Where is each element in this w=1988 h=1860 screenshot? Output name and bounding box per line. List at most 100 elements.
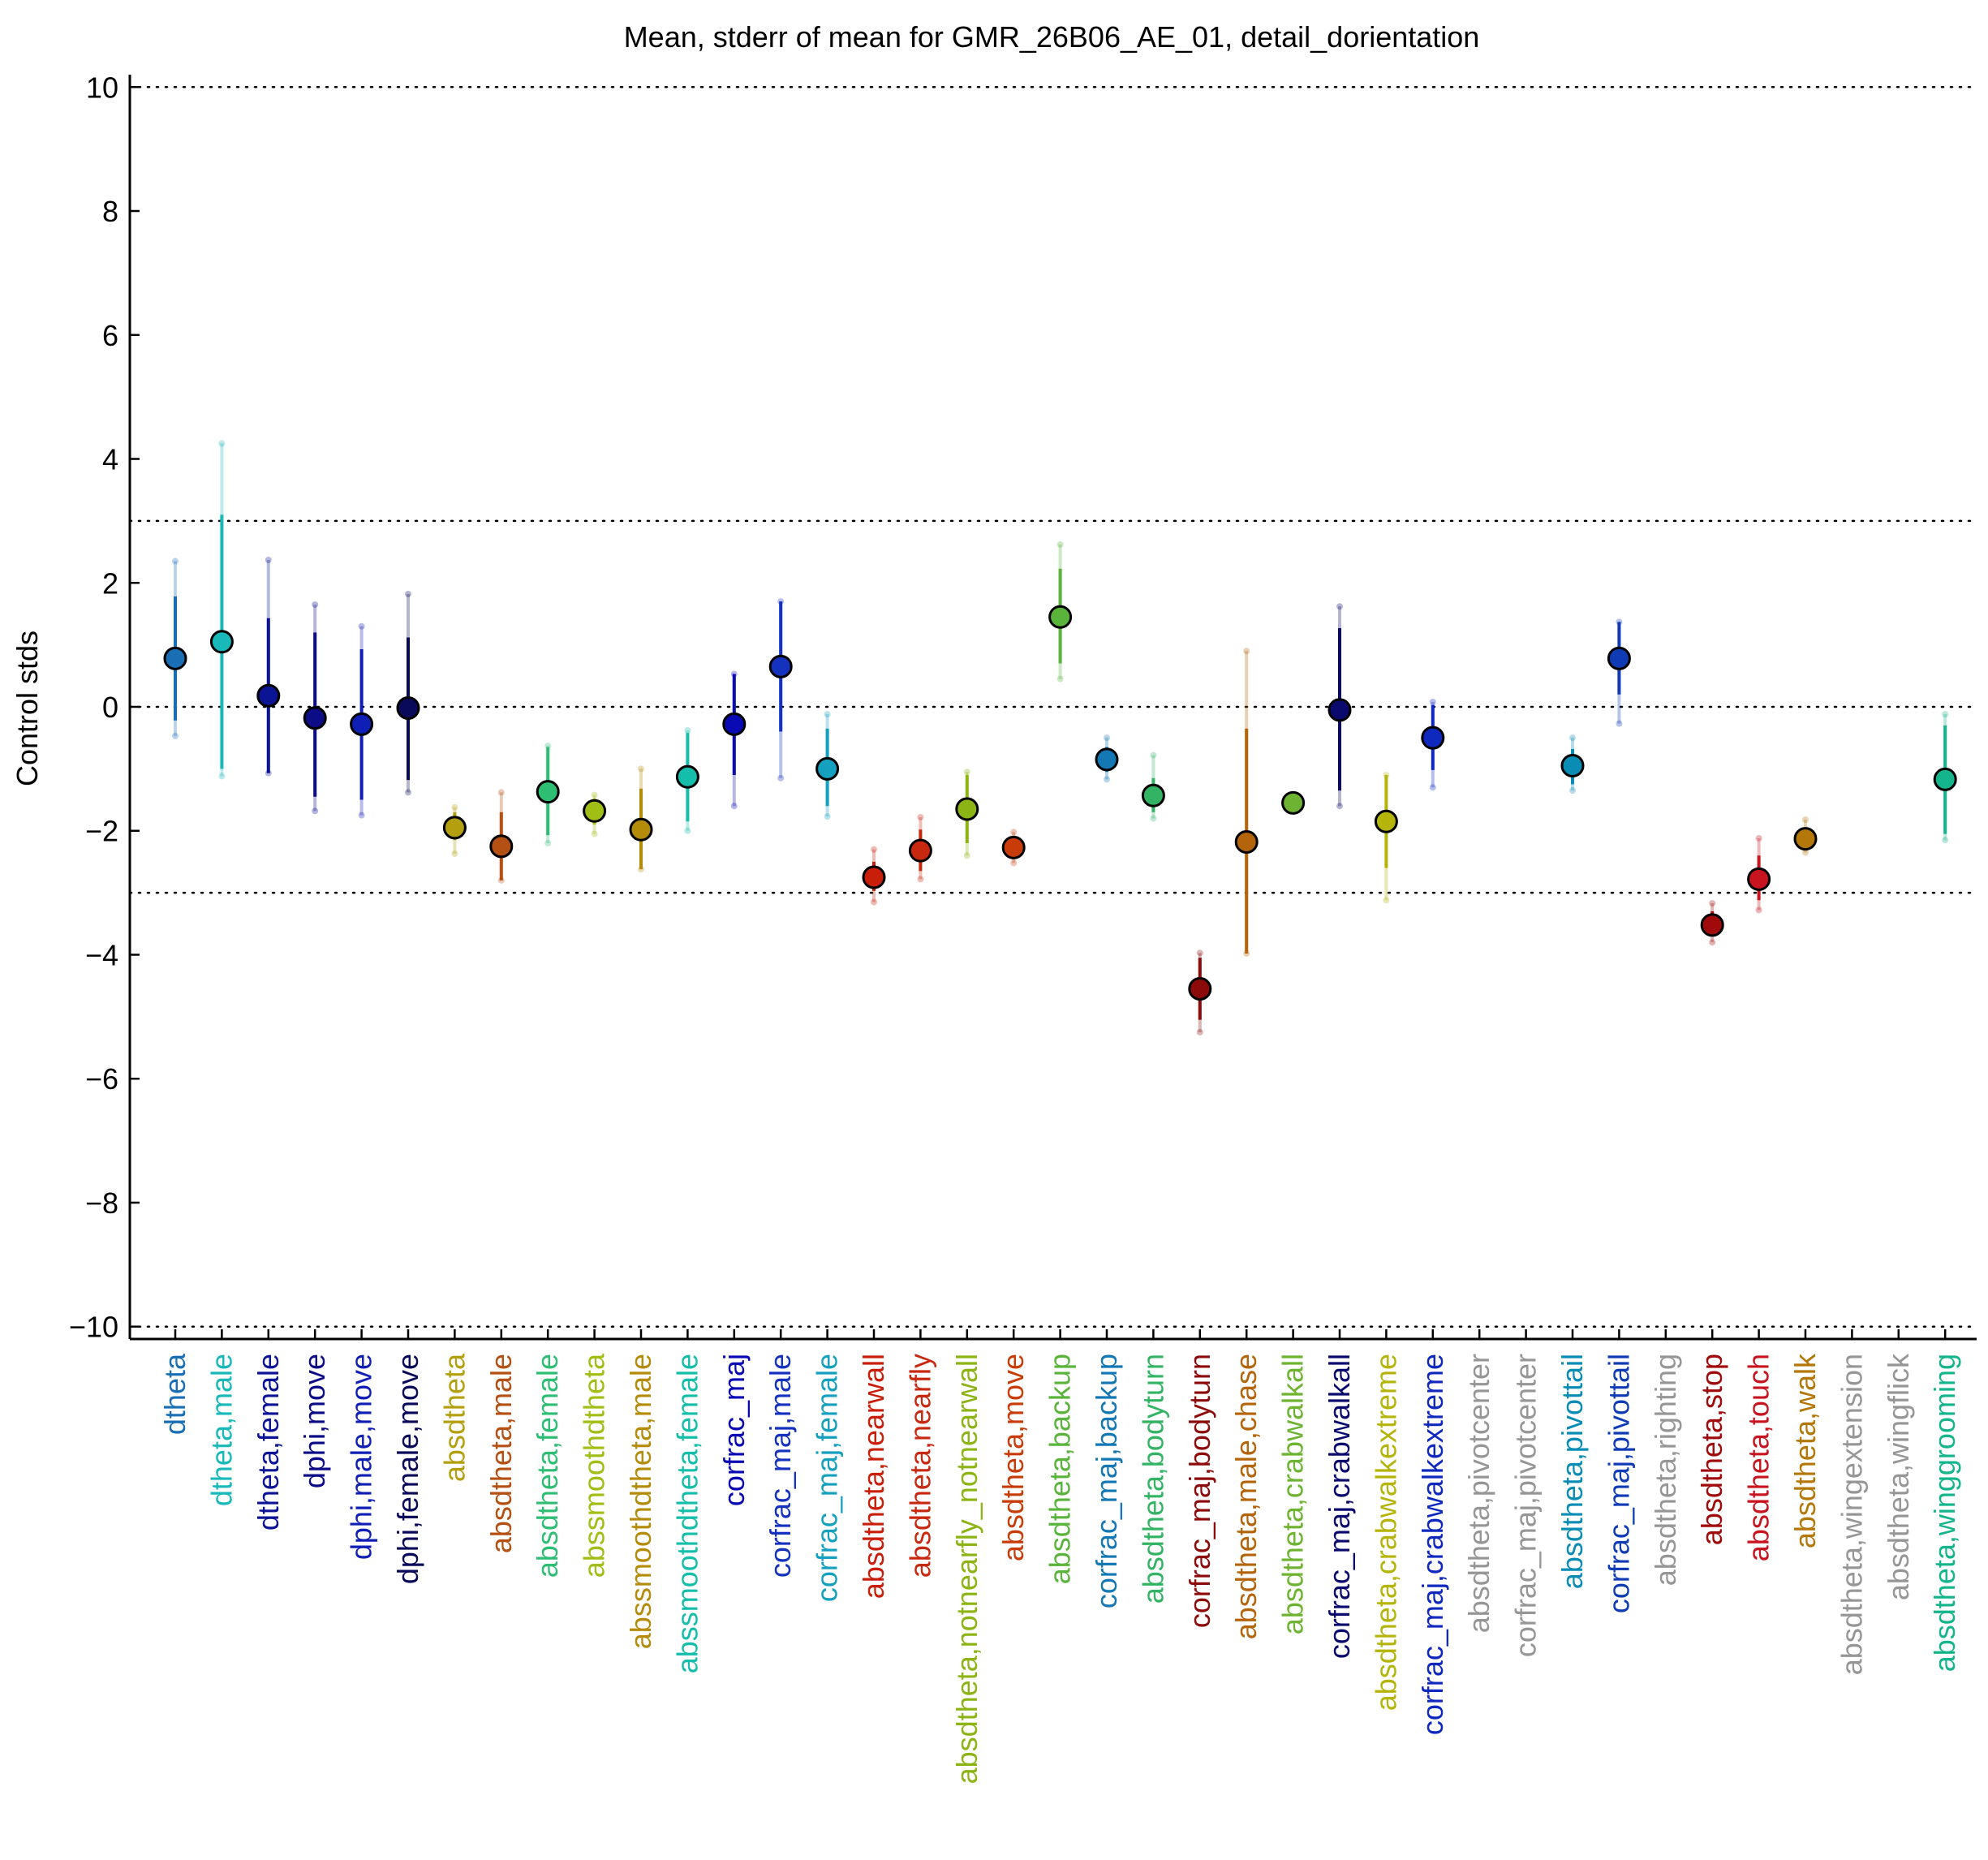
y-tick-label: 8 <box>102 195 118 228</box>
mean-marker <box>1793 827 1818 851</box>
x-category-label: absdtheta,pivottail <box>1556 1354 1589 1589</box>
mean-marker <box>442 816 467 840</box>
extent-cap-low <box>963 852 970 859</box>
x-category-label: corfrac_maj <box>717 1354 751 1506</box>
y-tick-label: 4 <box>102 443 118 476</box>
mean-marker <box>722 712 747 736</box>
x-category-label: corfrac_maj,bodyturn <box>1183 1354 1216 1628</box>
extent-cap-high <box>265 556 272 563</box>
y-tick-label: −4 <box>85 938 118 971</box>
data-point-group <box>1933 711 1957 844</box>
x-category-label: absdtheta,nearfly <box>903 1354 936 1578</box>
x-category-label: absdtheta,touch <box>1742 1354 1775 1561</box>
x-category-label: absdtheta,nearwall <box>857 1354 890 1599</box>
x-category-label: corfrac_maj,female <box>811 1354 844 1602</box>
mean-marker <box>209 630 234 654</box>
data-point-group <box>209 440 234 780</box>
x-category-label: dtheta <box>158 1353 191 1435</box>
mean-marker <box>1933 767 1957 791</box>
extent-cap-high <box>1056 540 1064 548</box>
extent-cap-low <box>1942 837 1949 844</box>
mean-marker <box>583 799 607 823</box>
mean-marker <box>815 756 840 781</box>
data-point-group <box>1374 772 1398 904</box>
mean-marker <box>1141 783 1165 807</box>
x-category-label: dphi,male,move <box>345 1354 378 1560</box>
extent-cap-high <box>218 440 226 447</box>
mean-marker <box>675 764 699 789</box>
x-category-label: absdtheta <box>437 1353 471 1482</box>
extent-cap-high <box>1010 829 1018 836</box>
mean-marker <box>1188 976 1212 1001</box>
data-point-group <box>1327 603 1352 810</box>
extent-cap-low <box>917 876 924 883</box>
data-marks <box>163 440 1957 1035</box>
y-tick-label: −10 <box>69 1311 118 1344</box>
extent-cap-low <box>1056 675 1064 682</box>
extent-cap-high <box>1942 711 1949 718</box>
data-point-group <box>1421 698 1445 791</box>
data-point-group <box>1048 540 1073 682</box>
x-category-label: absdtheta,wingflick <box>1882 1353 1915 1600</box>
mean-marker <box>908 838 932 863</box>
extent-cap-low <box>358 812 365 819</box>
extent-cap-high <box>1429 698 1436 705</box>
extent-cap-high <box>312 601 319 608</box>
x-category-label: dtheta,male <box>204 1354 238 1506</box>
mean-marker <box>768 654 793 678</box>
extent-cap-low <box>1383 897 1390 904</box>
mean-marker <box>1327 698 1352 722</box>
extent-cap-high <box>451 803 458 811</box>
data-point-group <box>1234 648 1259 957</box>
data-point-group <box>489 789 514 884</box>
extent-cap-low <box>1196 1028 1203 1035</box>
mean-marker <box>303 706 327 730</box>
mean-marker <box>1607 646 1631 670</box>
y-tick-label: −6 <box>85 1062 118 1096</box>
extent-cap-low <box>730 803 738 810</box>
data-point-group <box>1793 816 1818 856</box>
x-axis-labels: dtheta dtheta,male dtheta,female dphi,move d… <box>158 1353 1961 1784</box>
extent-cap-low <box>1336 803 1343 810</box>
y-tick-label: 0 <box>102 691 118 724</box>
data-point-group <box>815 711 840 820</box>
data-point-group <box>1141 751 1165 822</box>
x-category-label: absdtheta,backup <box>1043 1354 1077 1584</box>
x-category-label: absdtheta,winggrooming <box>1928 1354 1961 1672</box>
x-category-label: absdtheta,wingextension <box>1835 1354 1868 1675</box>
mean-marker <box>1001 835 1026 859</box>
x-category-label: absdtheta,crabwalkextreme <box>1369 1354 1402 1711</box>
mean-marker <box>1747 867 1771 891</box>
data-point-group <box>1001 829 1026 867</box>
mean-marker <box>1095 747 1119 772</box>
extent-cap-high <box>1569 734 1576 742</box>
mean-marker <box>1281 790 1306 815</box>
mean-marker <box>629 817 653 842</box>
data-point-group <box>536 743 560 847</box>
extent-cap-high <box>963 769 970 776</box>
x-axis-ticks <box>174 1329 1947 1339</box>
data-point-group <box>1700 900 1724 946</box>
extent-cap-low <box>824 813 831 820</box>
data-point-group <box>396 591 420 796</box>
extent-cap-low <box>1802 849 1809 856</box>
mean-marker <box>862 865 886 889</box>
data-point-group <box>675 727 699 834</box>
data-point-group <box>908 813 932 883</box>
mean-marker <box>1234 829 1259 854</box>
y-tick-label: −8 <box>85 1186 118 1220</box>
x-category-label: dphi,female,move <box>391 1354 424 1584</box>
mean-marker <box>396 696 420 721</box>
extent-cap-low <box>1709 939 1716 946</box>
y-tick-label: 6 <box>102 319 118 352</box>
mean-marker <box>1374 809 1398 833</box>
mean-marker <box>955 797 979 821</box>
mean-marker <box>489 834 514 859</box>
data-point-group <box>768 598 793 781</box>
extent-cap-high <box>1196 949 1203 957</box>
mean-marker <box>1048 605 1073 629</box>
data-point-group <box>1281 790 1306 815</box>
x-category-label: corfrac_maj,backup <box>1090 1354 1123 1608</box>
extent-cap-high <box>1755 834 1762 842</box>
x-category-label: absdtheta,bodyturn <box>1136 1354 1169 1604</box>
